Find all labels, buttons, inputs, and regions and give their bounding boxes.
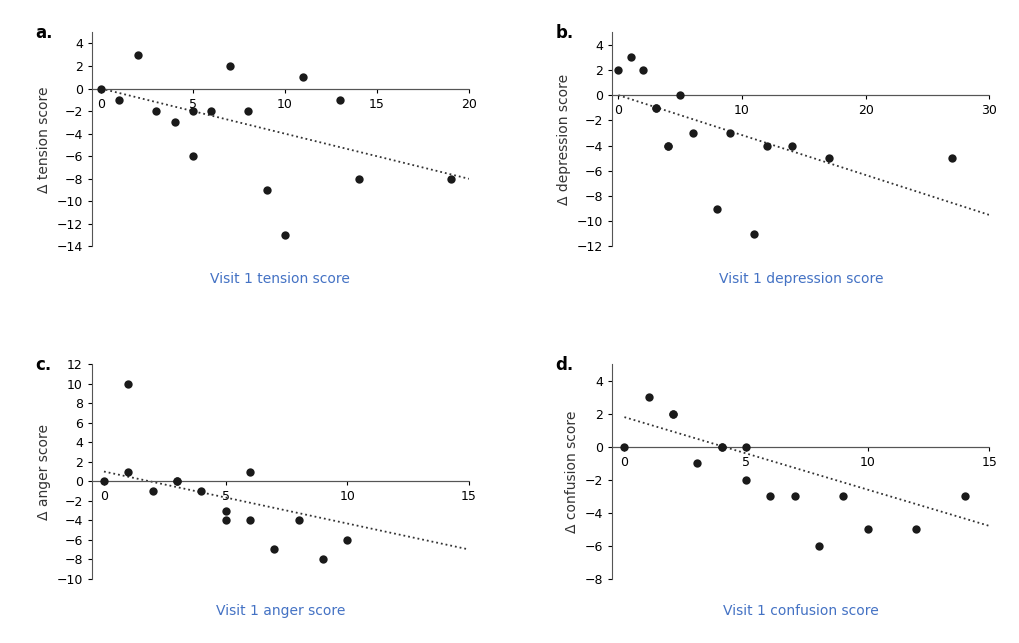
Point bbox=[221, 61, 237, 71]
Point bbox=[111, 95, 127, 105]
Point bbox=[944, 153, 960, 163]
Point bbox=[315, 554, 331, 565]
Point bbox=[737, 442, 753, 452]
Point bbox=[96, 476, 112, 486]
Point bbox=[184, 151, 201, 161]
Point bbox=[193, 486, 209, 496]
Point bbox=[746, 229, 762, 239]
Point bbox=[290, 515, 307, 525]
Point bbox=[242, 515, 258, 525]
Point bbox=[659, 140, 676, 150]
Y-axis label: Δ confusion score: Δ confusion score bbox=[565, 410, 579, 532]
Point bbox=[907, 524, 923, 534]
Point bbox=[664, 409, 681, 419]
Y-axis label: Δ anger score: Δ anger score bbox=[37, 424, 51, 520]
Point bbox=[276, 230, 292, 240]
Point bbox=[166, 117, 182, 127]
Point bbox=[168, 476, 184, 486]
Y-axis label: Δ depression score: Δ depression score bbox=[556, 74, 571, 205]
Point bbox=[93, 84, 109, 94]
Point bbox=[664, 409, 681, 419]
Point bbox=[758, 140, 774, 150]
Point bbox=[129, 50, 146, 60]
Point bbox=[442, 174, 459, 184]
Point bbox=[713, 442, 730, 452]
Point bbox=[148, 106, 164, 116]
Point bbox=[217, 505, 233, 516]
Point bbox=[647, 103, 663, 113]
Point bbox=[184, 106, 201, 116]
Point bbox=[239, 106, 256, 116]
Point bbox=[266, 545, 282, 555]
X-axis label: Visit 1 depression score: Visit 1 depression score bbox=[717, 272, 882, 286]
Point bbox=[217, 515, 233, 525]
Point bbox=[622, 52, 638, 62]
Text: c.: c. bbox=[36, 356, 51, 374]
Text: a.: a. bbox=[36, 24, 53, 42]
Point bbox=[786, 491, 802, 502]
Point bbox=[258, 185, 274, 195]
Text: d.: d. bbox=[555, 356, 574, 374]
Point bbox=[689, 458, 705, 469]
Text: b.: b. bbox=[555, 24, 574, 42]
X-axis label: Visit 1 tension score: Visit 1 tension score bbox=[210, 272, 350, 286]
Point bbox=[835, 491, 851, 502]
Point bbox=[810, 541, 826, 551]
Point bbox=[672, 90, 688, 100]
Point bbox=[761, 491, 777, 502]
Point bbox=[819, 153, 836, 163]
Point bbox=[331, 95, 347, 105]
Point bbox=[737, 475, 753, 485]
Point bbox=[647, 103, 663, 113]
Point bbox=[351, 174, 367, 184]
Point bbox=[635, 65, 651, 75]
Point bbox=[640, 392, 656, 403]
Point bbox=[168, 476, 184, 486]
Point bbox=[684, 128, 700, 138]
Point bbox=[859, 524, 875, 534]
Point bbox=[203, 106, 219, 116]
Point bbox=[720, 128, 737, 138]
Y-axis label: Δ tension score: Δ tension score bbox=[37, 86, 51, 192]
Point bbox=[120, 379, 137, 389]
Point bbox=[615, 442, 632, 452]
Point bbox=[338, 534, 355, 545]
Point bbox=[956, 491, 972, 502]
Point bbox=[294, 72, 311, 82]
Point bbox=[708, 204, 725, 214]
X-axis label: Visit 1 confusion score: Visit 1 confusion score bbox=[722, 604, 877, 619]
Point bbox=[659, 140, 676, 150]
Point bbox=[242, 466, 258, 476]
X-axis label: Visit 1 anger score: Visit 1 anger score bbox=[215, 604, 344, 619]
Point bbox=[145, 486, 161, 496]
Point bbox=[713, 442, 730, 452]
Point bbox=[120, 466, 137, 476]
Point bbox=[783, 140, 799, 150]
Point bbox=[609, 65, 626, 75]
